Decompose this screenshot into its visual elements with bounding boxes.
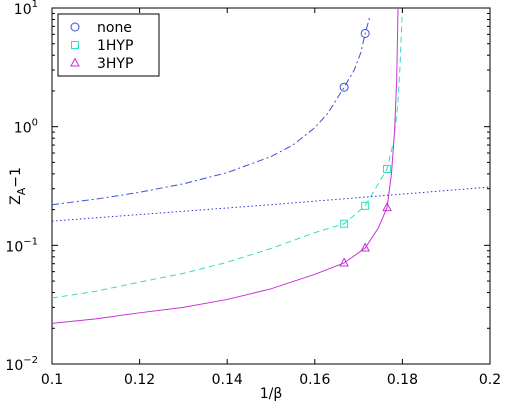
legend-label-1hyp: 1HYP (97, 38, 133, 54)
series-line-reference (52, 186, 490, 222)
x-tick-label: 0.16 (299, 372, 330, 388)
x-tick-label: 0.2 (479, 372, 501, 388)
svg-text:ZA−1: ZA−1 (8, 167, 28, 205)
x-axis-title: 1/β (260, 386, 283, 402)
legend-label-3hyp: 3HYP (97, 56, 133, 72)
y-tick-label: 10−2 (5, 355, 38, 374)
series-markers (339, 28, 392, 267)
legend-marker-none (70, 22, 80, 32)
series-line-none (52, 17, 371, 206)
data-point-3hyp-1 (360, 242, 371, 252)
data-point-3hyp-0 (339, 257, 349, 267)
data-point-none-1 (360, 28, 370, 38)
y-axis-title-subscript: A (15, 187, 28, 195)
x-axis: 0.1 0.12 0.14 0.16 0.18 0.2 (41, 8, 501, 388)
legend-label-none: none (97, 20, 132, 36)
series-line-1hyp (52, 8, 403, 299)
x-tick-label: 0.12 (124, 372, 155, 388)
series-curves (52, 8, 490, 324)
data-point-1hyp-0 (340, 219, 349, 228)
y-tick-label: 10−1 (5, 236, 38, 255)
legend: none 1HYP 3HYP (57, 13, 160, 77)
x-tick-label: 0.14 (212, 372, 243, 388)
legend-marker-1hyp (71, 41, 79, 49)
y-tick-label: 100 (14, 118, 38, 137)
y-axis-title-tail: −1 (8, 167, 24, 188)
legend-marker-3hyp (70, 57, 80, 67)
y-tick-label: 101 (14, 0, 38, 18)
x-tick-label: 0.1 (41, 372, 63, 388)
data-point-3hyp-2 (382, 202, 392, 212)
data-point-1hyp-1 (361, 201, 370, 210)
y-axis-title: ZA−1 (8, 167, 28, 205)
data-point-1hyp-2 (383, 164, 392, 173)
data-point-none-0 (339, 82, 349, 92)
y-axis: 10−2 10−1 100 101 (5, 0, 490, 374)
x-tick-label: 0.18 (387, 372, 418, 388)
series-line-3hyp (52, 8, 399, 324)
y-axis-title-main: Z (8, 195, 24, 205)
